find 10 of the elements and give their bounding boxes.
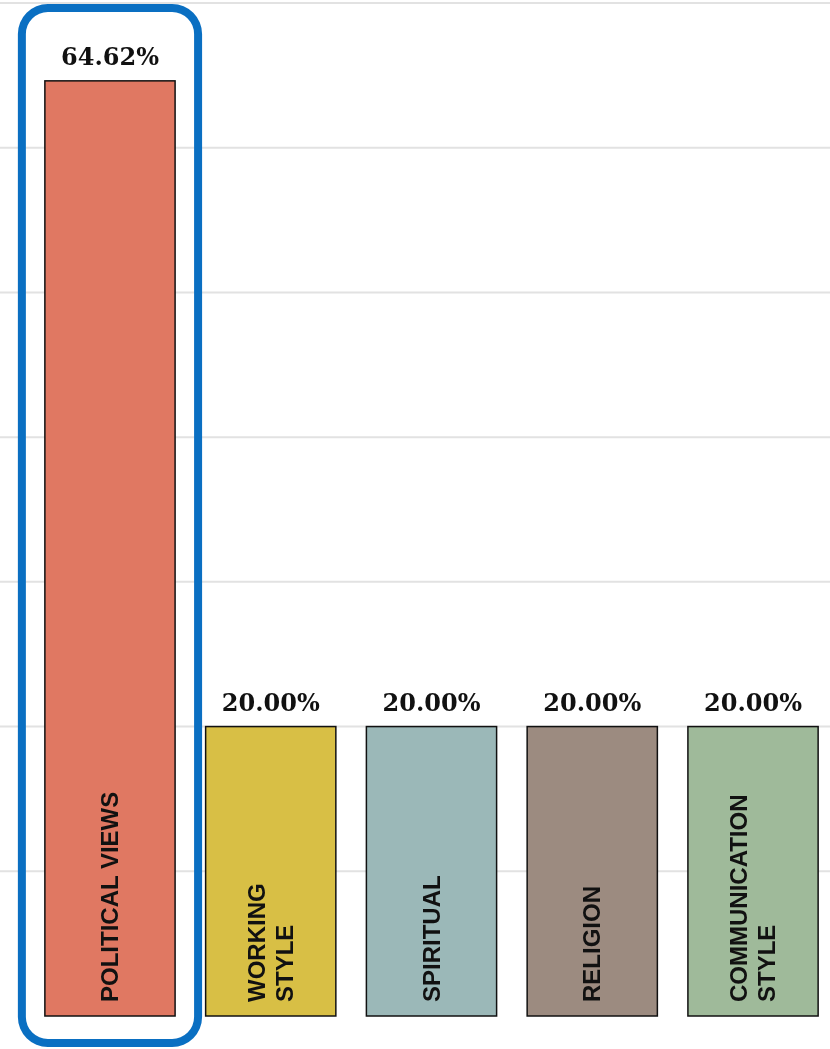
x-tick-label: RELIGION [578,885,606,1002]
data-label: 20.00% [221,687,320,717]
x-tick-label: WORKING STYLE [242,883,298,1002]
data-label: 20.00% [704,687,803,717]
x-tick-label: SPIRITUAL [417,875,445,1002]
data-label: 20.00% [543,687,642,717]
x-tick-label: COMMUNICATION STYLE [725,794,781,1002]
x-tick-label: POLITICAL VIEWS [95,791,123,1002]
data-label: 20.00% [382,687,481,717]
data-label: 64.62% [61,41,160,71]
